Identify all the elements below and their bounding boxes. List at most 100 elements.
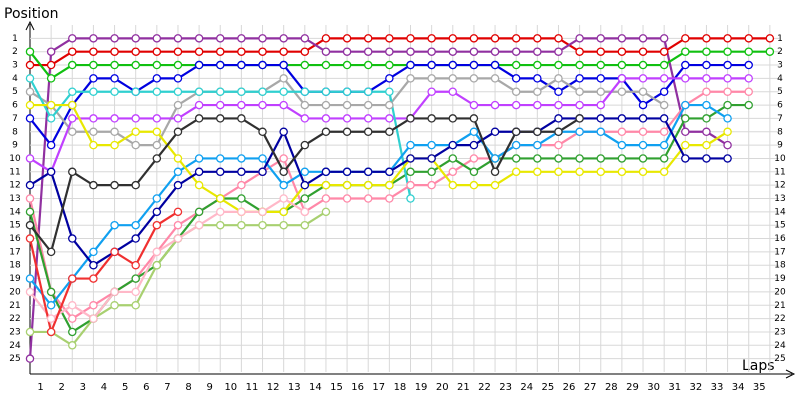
lap-point — [554, 100, 563, 110]
lap-point — [215, 34, 225, 43]
lap-point — [617, 74, 627, 83]
y-tick-label-right: 4 — [777, 74, 783, 84]
lap-point — [638, 114, 648, 123]
x-tick-label: 3 — [80, 382, 86, 393]
lap-point — [596, 87, 606, 96]
lap-point — [659, 167, 669, 177]
lap-point — [131, 301, 140, 310]
lap-point — [300, 140, 310, 150]
driver-line — [28, 210, 179, 336]
lap-point — [511, 167, 521, 177]
lap-point — [575, 114, 584, 123]
x-tick-label: 11 — [246, 382, 259, 393]
y-tick-label: 19 — [9, 274, 21, 284]
lap-point — [131, 274, 140, 283]
x-tick-label: 23 — [499, 382, 512, 393]
lap-point — [279, 100, 288, 110]
x-tick-label: 15 — [330, 382, 343, 393]
lap-point — [744, 87, 753, 96]
lap-point — [659, 47, 669, 56]
lap-point — [342, 34, 352, 43]
lap-point — [110, 140, 119, 150]
lap-point — [363, 127, 373, 137]
lap-point — [215, 194, 225, 203]
lap-point — [89, 60, 98, 70]
y-tick-label: 20 — [9, 287, 21, 297]
lap-point — [110, 127, 119, 137]
lap-point — [702, 154, 711, 163]
lap-point — [152, 140, 162, 150]
lap-point — [554, 74, 563, 83]
lap-point — [25, 274, 35, 283]
lap-point — [321, 114, 331, 123]
lap-point — [237, 220, 246, 230]
lap-point — [511, 127, 521, 137]
lap-point — [702, 140, 711, 150]
lap-point — [279, 220, 288, 230]
lap-point — [681, 140, 690, 150]
lap-point — [765, 47, 775, 56]
lap-point — [46, 314, 56, 323]
lap-point — [300, 47, 310, 56]
lap-point — [194, 207, 204, 217]
lap-point — [554, 167, 563, 177]
lap-point — [448, 180, 458, 190]
lap-point — [448, 114, 458, 123]
y-tick-label-right: 10 — [774, 154, 786, 164]
lap-point — [258, 100, 267, 110]
x-tick-label: 12 — [267, 382, 280, 393]
y-tick-label: 13 — [9, 194, 20, 204]
lap-point — [173, 34, 183, 43]
lap-point — [25, 207, 35, 217]
lap-point — [215, 100, 225, 110]
lap-point — [215, 87, 225, 96]
y-tick-label: 8 — [12, 127, 18, 137]
lap-point — [554, 114, 563, 123]
lap-point — [131, 234, 140, 243]
lap-point — [490, 127, 500, 137]
lap-point — [617, 47, 627, 56]
lap-point — [596, 154, 606, 163]
lap-point — [638, 100, 648, 110]
lap-point — [173, 47, 183, 56]
lap-point — [89, 87, 98, 96]
lap-point — [110, 47, 119, 56]
lap-point — [215, 207, 225, 217]
lap-point — [617, 167, 627, 177]
lap-point — [321, 100, 331, 110]
lap-point — [659, 154, 669, 163]
lap-point — [131, 140, 140, 150]
lap-point — [173, 114, 183, 123]
lap-point — [152, 220, 162, 230]
lap-point — [68, 327, 77, 337]
y-arrow — [25, 20, 35, 31]
lap-point — [427, 47, 436, 56]
lap-point — [448, 74, 458, 83]
lap-point — [575, 154, 584, 163]
lap-point — [131, 60, 140, 70]
lap-point — [617, 60, 627, 70]
lap-point — [152, 260, 162, 270]
lap-point — [575, 127, 584, 137]
lap-point — [385, 100, 394, 110]
x-arrow — [785, 369, 796, 379]
lap-point — [321, 194, 331, 203]
y-axis-label: Position — [4, 6, 59, 22]
lap-point — [215, 154, 225, 163]
lap-point — [363, 114, 373, 123]
lap-point — [321, 167, 331, 177]
lap-point — [385, 34, 394, 43]
lap-point — [659, 100, 669, 110]
lap-point — [533, 87, 542, 96]
lap-point — [363, 34, 373, 43]
lap-point — [152, 47, 162, 56]
lap-point — [342, 167, 352, 177]
lap-point — [448, 60, 458, 70]
lap-point — [131, 127, 140, 137]
driver-line — [29, 197, 306, 321]
lap-point — [279, 127, 288, 137]
lap-point — [490, 100, 500, 110]
lap-point — [258, 47, 267, 56]
lap-point — [46, 301, 56, 310]
